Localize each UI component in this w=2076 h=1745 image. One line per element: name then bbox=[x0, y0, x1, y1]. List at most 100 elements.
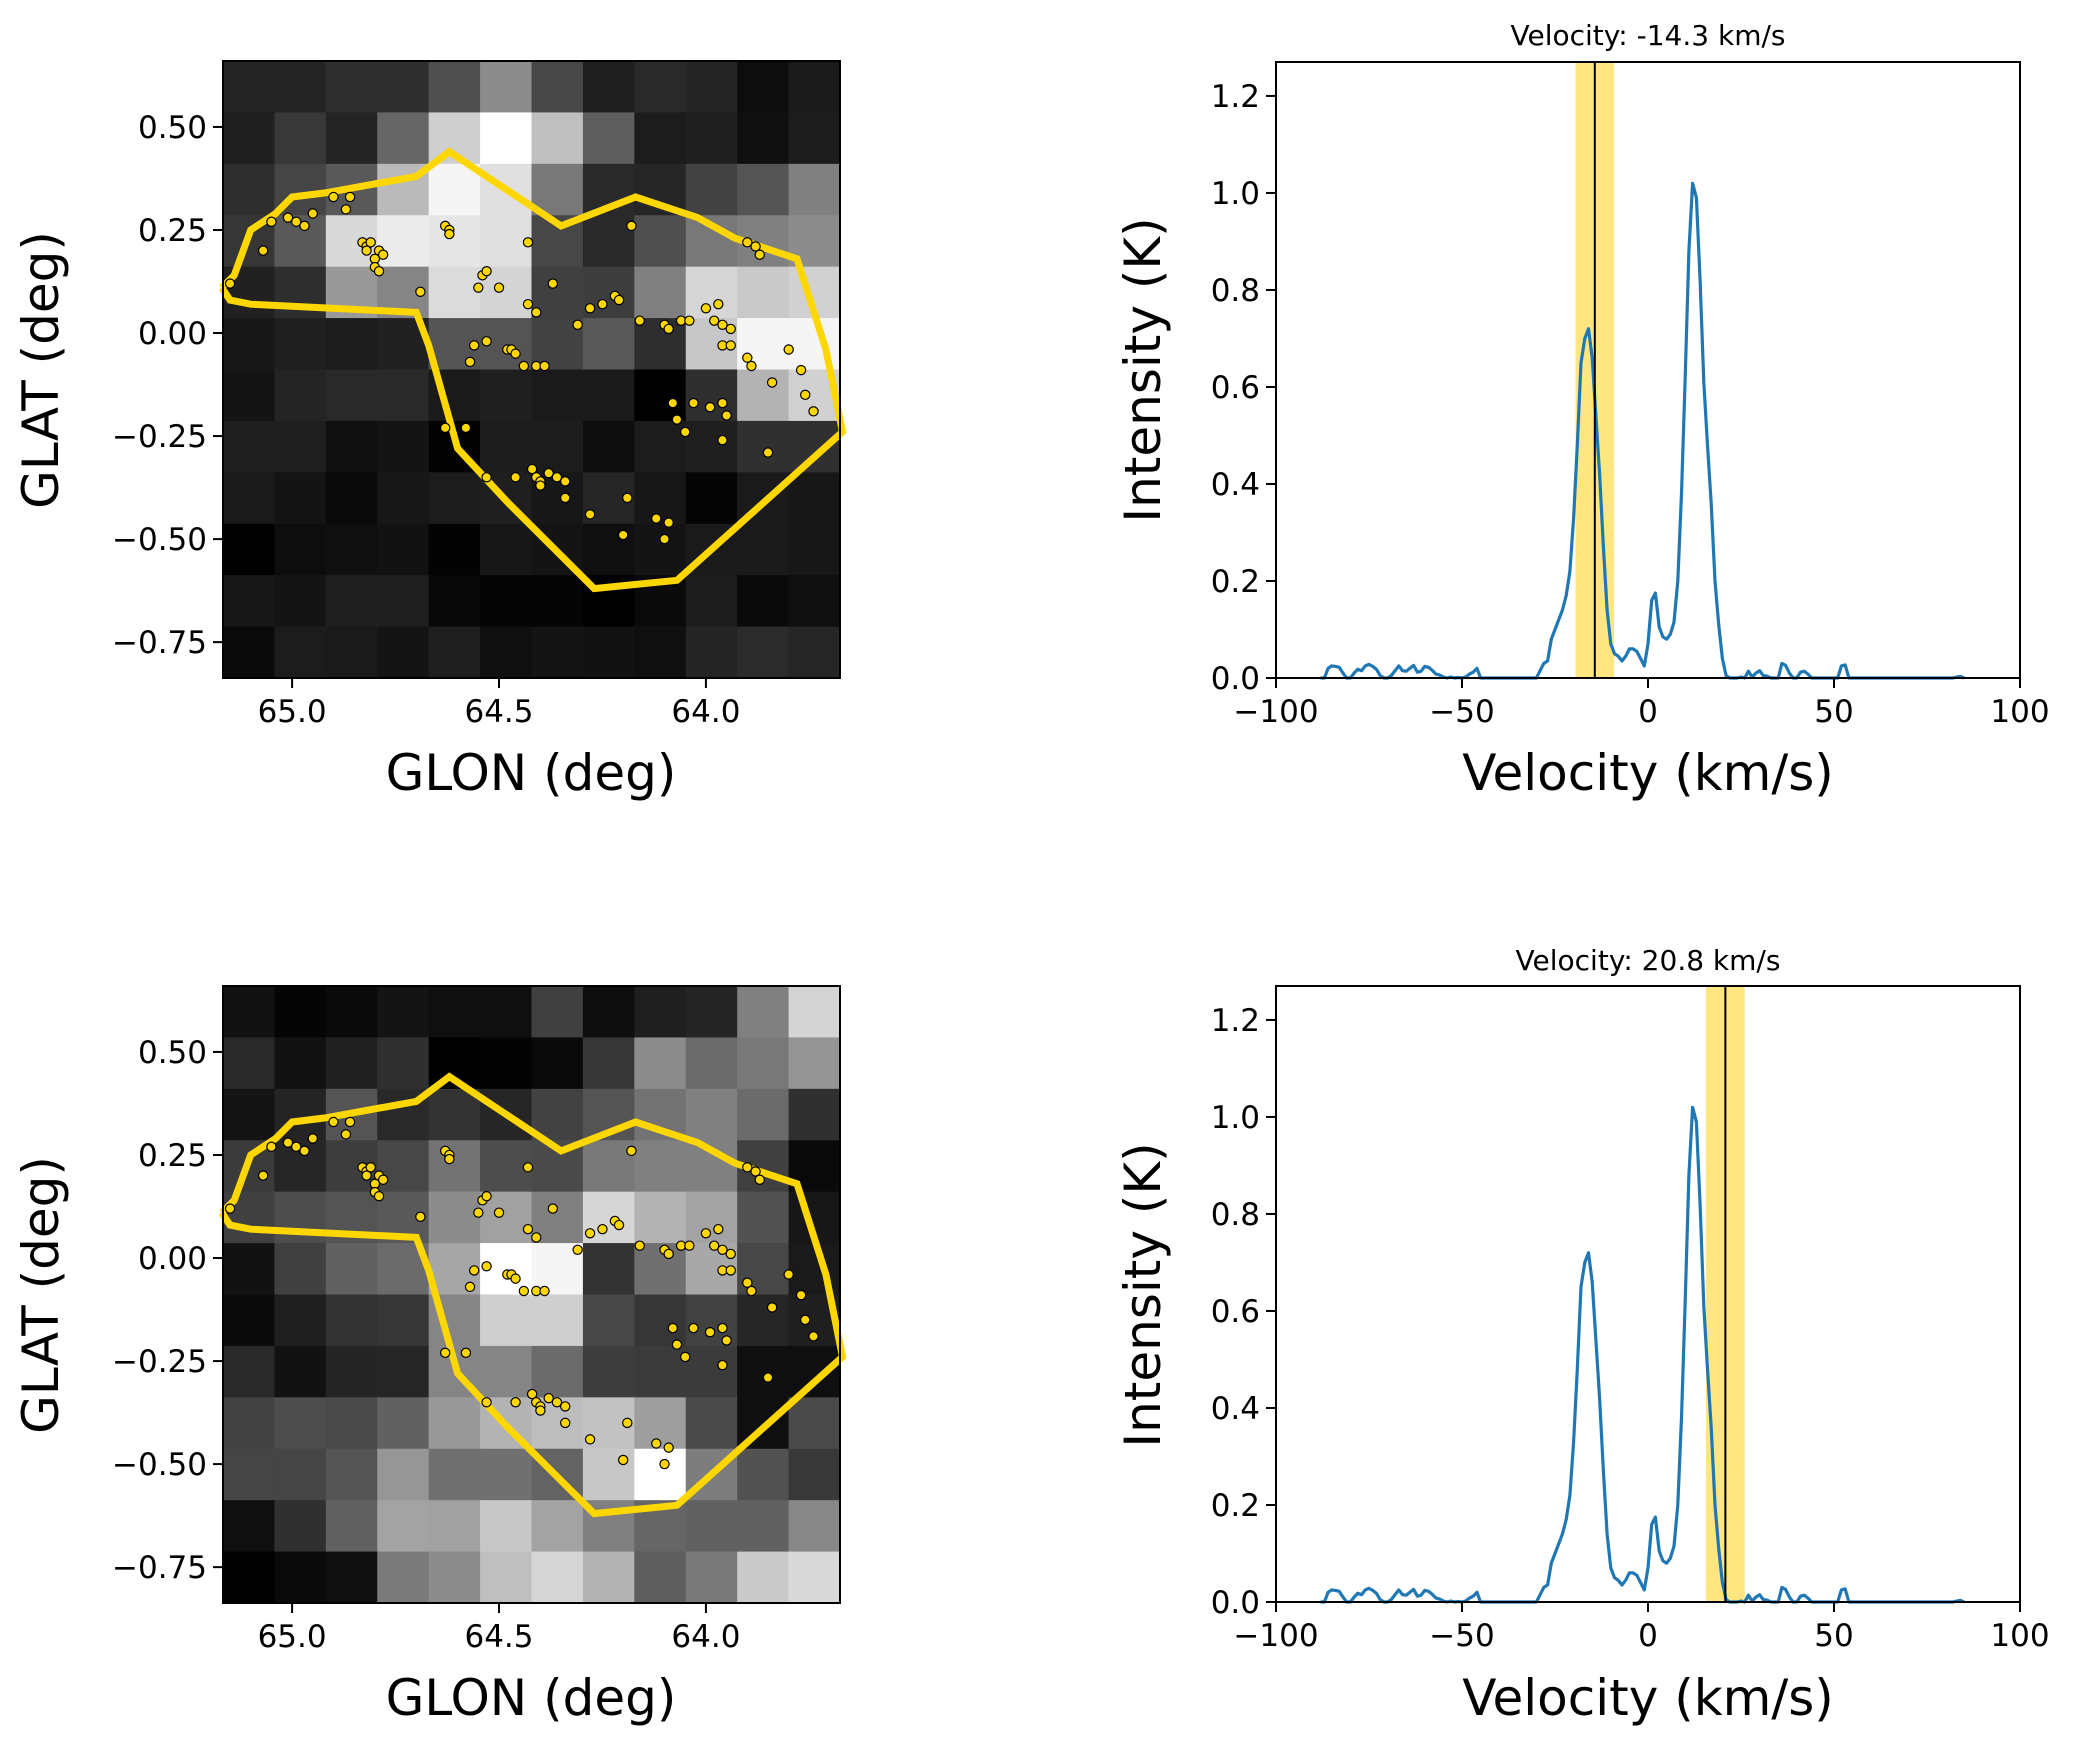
source-point bbox=[659, 1458, 670, 1470]
source-point bbox=[547, 278, 559, 289]
source-point bbox=[742, 352, 753, 363]
y-axis-label: GLAT (deg) bbox=[12, 231, 70, 509]
map-cell bbox=[737, 163, 790, 216]
source-point bbox=[307, 1133, 318, 1144]
map-cell bbox=[377, 112, 430, 165]
map-frame bbox=[222, 985, 841, 1604]
spectrum-frame bbox=[1275, 61, 2021, 679]
source-point bbox=[493, 1207, 505, 1218]
map-cell bbox=[428, 1140, 481, 1193]
map-frame bbox=[222, 60, 841, 679]
source-point bbox=[704, 402, 716, 413]
map-cell bbox=[634, 369, 687, 422]
source-point bbox=[717, 1322, 728, 1334]
map-cell bbox=[634, 266, 687, 319]
source-point bbox=[808, 1331, 819, 1342]
source-point bbox=[613, 294, 625, 306]
map-cell bbox=[685, 61, 738, 114]
source-point bbox=[481, 1397, 492, 1408]
map-cell bbox=[788, 626, 841, 679]
y-tick-label: 0.8 bbox=[1211, 1197, 1260, 1233]
source-point bbox=[717, 1244, 728, 1255]
source-point bbox=[468, 340, 480, 351]
map-cell bbox=[223, 318, 276, 371]
map-cell bbox=[685, 1500, 738, 1553]
source-point bbox=[307, 208, 318, 219]
y-tick-label: 0.6 bbox=[1211, 1294, 1260, 1330]
map-cell bbox=[634, 1345, 687, 1398]
source-point bbox=[667, 397, 679, 409]
source-point bbox=[531, 307, 542, 318]
source-point bbox=[713, 298, 724, 310]
map-cell bbox=[737, 61, 790, 114]
map-cells bbox=[223, 986, 841, 1604]
map-cell bbox=[325, 1397, 378, 1450]
source-point bbox=[535, 1405, 546, 1416]
map-cell bbox=[428, 163, 481, 216]
map-cell bbox=[377, 1345, 430, 1398]
map-cell bbox=[377, 472, 430, 525]
source-point bbox=[481, 472, 492, 483]
source-point bbox=[746, 1285, 757, 1297]
source-point bbox=[800, 1314, 811, 1326]
x-tick-label: −50 bbox=[1429, 1618, 1494, 1654]
map-cell bbox=[634, 626, 687, 679]
map-cell bbox=[428, 1500, 481, 1553]
map-cell bbox=[325, 626, 378, 679]
source-point bbox=[460, 1347, 472, 1359]
map-cell bbox=[428, 1191, 481, 1244]
map-cell bbox=[685, 1397, 738, 1450]
map-cell bbox=[531, 1500, 584, 1553]
source-point bbox=[622, 1417, 633, 1429]
map-cell bbox=[685, 266, 738, 319]
map-cell bbox=[531, 1551, 584, 1604]
source-point bbox=[481, 1261, 492, 1272]
map-cell bbox=[325, 61, 378, 114]
source-point bbox=[510, 472, 521, 483]
map-cell bbox=[377, 523, 430, 576]
source-point bbox=[560, 476, 571, 487]
map-cell bbox=[377, 986, 430, 1039]
map-cell bbox=[428, 1088, 481, 1141]
source-point bbox=[460, 422, 472, 434]
map-cell bbox=[274, 369, 327, 422]
source-point bbox=[766, 377, 778, 388]
source-point bbox=[766, 1302, 778, 1313]
map-cell bbox=[223, 986, 276, 1039]
map-cell bbox=[788, 523, 841, 576]
source-point bbox=[584, 1228, 596, 1239]
map-cell bbox=[480, 575, 533, 628]
source-point bbox=[713, 1223, 724, 1235]
y-tick-label: 0.50 bbox=[138, 110, 207, 146]
map-cell bbox=[788, 1037, 841, 1090]
map-cell bbox=[737, 575, 790, 628]
map-cell bbox=[582, 1243, 635, 1296]
source-point bbox=[725, 1248, 736, 1260]
source-point bbox=[783, 1269, 794, 1280]
map-cell bbox=[428, 1448, 481, 1501]
map-cell bbox=[582, 215, 635, 268]
map-cell bbox=[634, 1551, 687, 1604]
map-cell bbox=[685, 1088, 738, 1141]
map-cell bbox=[582, 1037, 635, 1090]
map-cell bbox=[737, 1088, 790, 1141]
source-point bbox=[328, 191, 339, 203]
x-tick-label: −100 bbox=[1233, 1618, 1318, 1654]
source-point bbox=[539, 1285, 550, 1297]
map-cell bbox=[582, 420, 635, 473]
map-cell bbox=[737, 112, 790, 165]
x-tick-label: 100 bbox=[1990, 694, 2049, 730]
source-point bbox=[340, 204, 352, 215]
map-cell bbox=[582, 1140, 635, 1193]
y-tick-label: −0.75 bbox=[112, 625, 207, 661]
map-cell bbox=[737, 1448, 790, 1501]
map-cell bbox=[223, 626, 276, 679]
region-contour bbox=[218, 1072, 847, 1518]
y-tick-label: 0.25 bbox=[138, 1138, 207, 1174]
source-point bbox=[518, 360, 530, 372]
map-cell bbox=[428, 523, 481, 576]
y-tick-label: 0.6 bbox=[1211, 370, 1260, 406]
map-cell bbox=[325, 1294, 378, 1347]
map-cell bbox=[274, 575, 327, 628]
map-cell bbox=[274, 986, 327, 1039]
